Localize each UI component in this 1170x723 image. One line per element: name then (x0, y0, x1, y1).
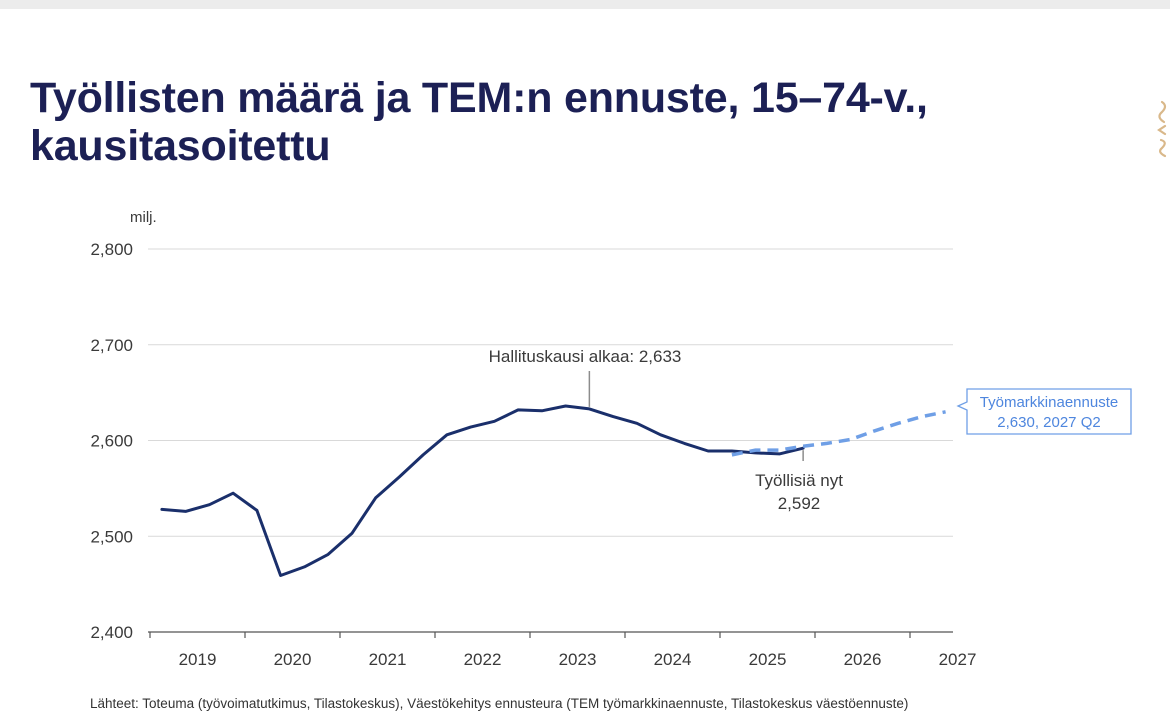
y-tick-label: 2,400 (90, 623, 133, 642)
forecast-series-line (731, 410, 946, 457)
source-note: Lähteet: Toteuma (työvoimatutkimus, Tila… (90, 696, 909, 711)
y-tick-label: 2,800 (90, 240, 133, 259)
x-tick-label: 2024 (654, 650, 692, 669)
x-tick-label: 2020 (274, 650, 312, 669)
logo-icon (1152, 96, 1170, 160)
annotation-ennuste: Työmarkkinaennuste (980, 394, 1118, 411)
x-tick-label: 2019 (179, 650, 217, 669)
x-tick-label: 2026 (844, 650, 882, 669)
annotation-callout-box (956, 388, 1132, 435)
annotation-tyollisia-nyt: Työllisiä nyt (755, 471, 843, 490)
annotation-tyollisia-nyt: 2,592 (778, 494, 821, 513)
chart-title: Työllisten määrä ja TEM:n ennuste, 15–74… (30, 74, 928, 170)
y-tick-label: 2,700 (90, 336, 133, 355)
top-strip (0, 0, 1170, 9)
annotation-hallituskausi: Hallituskausi alkaa: 2,633 (489, 347, 682, 366)
y-axis-unit: milj. (130, 209, 157, 226)
x-tick-label: 2025 (749, 650, 787, 669)
x-tick-label: 2027 (939, 650, 977, 669)
x-tick-label: 2021 (369, 650, 407, 669)
annotation-ennuste: 2,630, 2027 Q2 (997, 414, 1100, 431)
x-tick-label: 2023 (559, 650, 597, 669)
y-tick-label: 2,600 (90, 432, 133, 451)
x-tick-label: 2022 (464, 650, 502, 669)
y-tick-label: 2,500 (90, 527, 133, 546)
actual-series-line (160, 404, 805, 577)
